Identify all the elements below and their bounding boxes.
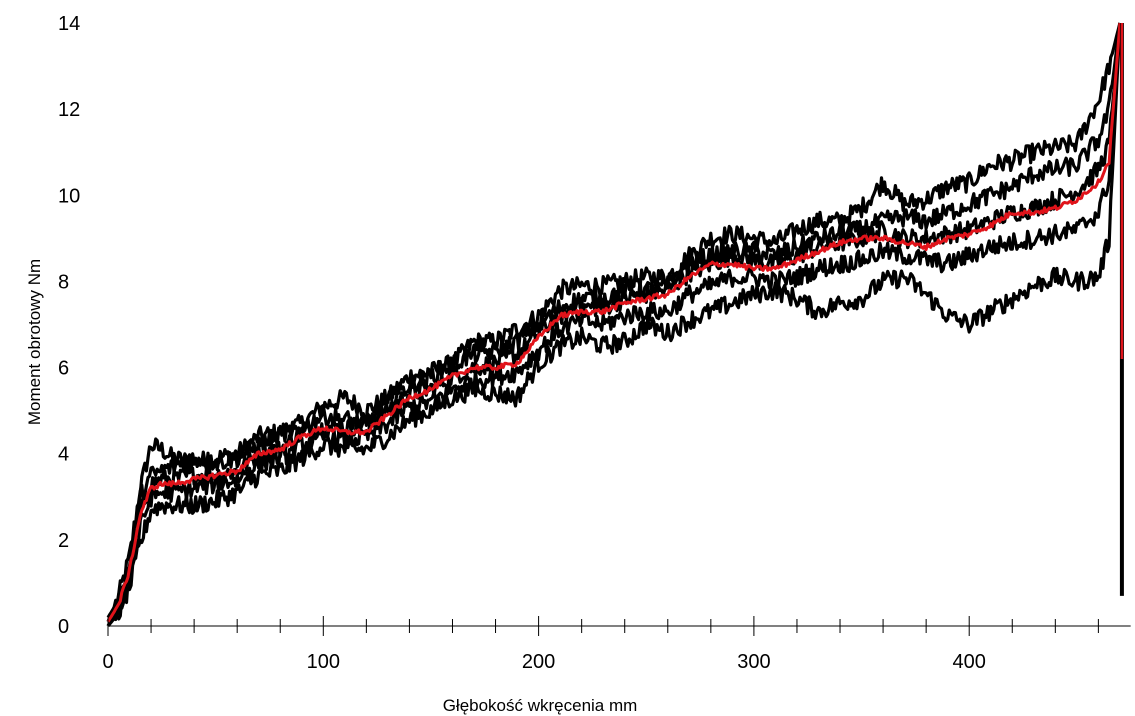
x-tick-label: 0: [102, 651, 113, 673]
measurement-series-line-3: [106, 22, 1122, 628]
x-axis-title: Głębokość wkręcenia mm: [443, 696, 638, 715]
series-layer: [106, 22, 1124, 628]
y-tick-label: 14: [58, 13, 80, 35]
x-tick-label: 100: [307, 651, 340, 673]
y-tick-label: 0: [58, 616, 69, 638]
y-tick-label: 6: [58, 358, 69, 380]
y-tick-label: 2: [58, 530, 69, 552]
y-tick-label: 12: [58, 99, 80, 121]
x-tick-label: 400: [953, 651, 986, 673]
y-tick-label: 8: [58, 271, 69, 293]
mean-series-line: [106, 22, 1122, 623]
measurement-series-line-4: [106, 22, 1122, 619]
x-tick-label: 300: [737, 651, 770, 673]
x-tick-label: 200: [522, 651, 555, 673]
measurement-series-line-5: [106, 22, 1122, 623]
y-axis-title: Moment obrotowy Nm: [25, 259, 44, 425]
y-tick-label: 10: [58, 185, 80, 207]
y-tick-label: 4: [58, 444, 69, 466]
axes-layer: 0 100 200 300 400 0 2 4 6 8 10 12 14: [58, 13, 1131, 673]
